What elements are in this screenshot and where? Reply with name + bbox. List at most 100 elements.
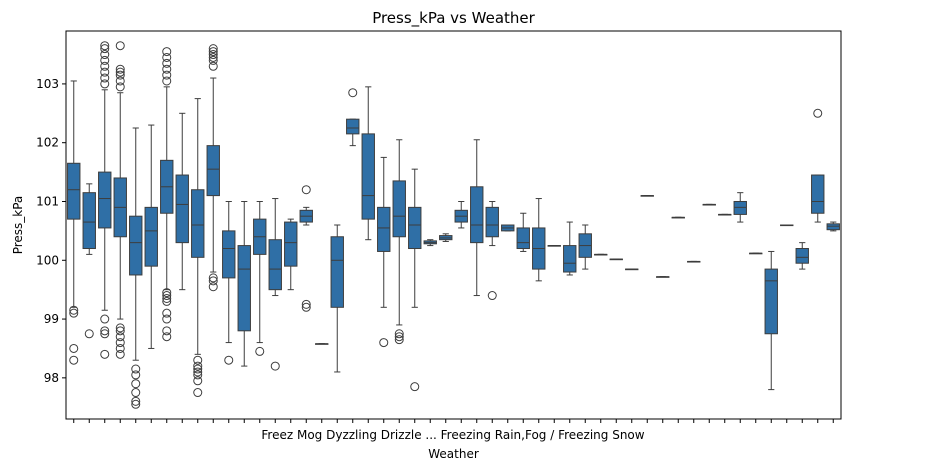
box-category <box>609 258 623 423</box>
box-category <box>516 212 530 423</box>
iqr-box <box>346 118 360 135</box>
box-series <box>67 41 840 423</box>
box-category <box>501 224 515 423</box>
y-tick-label: 101 <box>36 194 59 208</box>
outlier-point <box>131 399 141 409</box>
box-category <box>578 224 592 423</box>
box-category <box>191 98 205 423</box>
box-category <box>749 252 763 423</box>
box-category <box>671 216 685 423</box>
box-category <box>377 156 391 423</box>
chart-title: Press_kPa vs Weather <box>372 9 535 28</box>
outlier-point <box>162 308 172 318</box>
box-category <box>237 200 251 423</box>
outlier-point <box>208 55 218 65</box>
iqr-box <box>175 174 189 244</box>
iqr-box <box>795 248 809 264</box>
box-category <box>144 124 158 423</box>
iqr-box <box>222 230 236 279</box>
box-category <box>113 41 127 423</box>
box-category <box>563 221 577 423</box>
iqr-box <box>811 174 825 214</box>
outlier-point <box>162 58 172 68</box>
outlier-point <box>162 52 172 62</box>
outlier-point <box>487 291 497 301</box>
box-category <box>795 242 809 423</box>
x-tick-labels-overlapping: Freez Mog Dyzzling Drizzle ... Freezing … <box>261 428 644 442</box>
iqr-box <box>826 223 840 231</box>
outlier-point <box>301 299 311 309</box>
box-category <box>315 343 329 423</box>
box-category <box>547 245 561 423</box>
outlier-point <box>162 64 172 74</box>
box-category <box>361 86 375 423</box>
iqr-box <box>764 268 778 335</box>
outlier-point <box>115 343 125 353</box>
outlier-point <box>162 293 172 303</box>
outlier-point <box>84 329 94 339</box>
outlier-point <box>115 41 125 51</box>
box-category <box>175 112 189 423</box>
outlier-point <box>115 332 125 342</box>
outlier-point <box>270 361 280 371</box>
outlier-point <box>100 349 110 359</box>
outlier-point <box>162 314 172 324</box>
y-tick-label: 99 <box>44 312 59 326</box>
iqr-box <box>237 245 251 332</box>
iqr-box <box>408 206 422 250</box>
box-category <box>811 108 825 423</box>
outlier-point <box>162 47 172 57</box>
iqr-box <box>485 206 499 238</box>
iqr-box <box>330 236 344 308</box>
outlier-point <box>69 343 79 353</box>
iqr-box <box>284 221 298 267</box>
outlier-point <box>100 50 110 60</box>
x-axis-label: Weather <box>428 447 479 461</box>
box-category <box>594 253 608 423</box>
box-category <box>346 88 360 423</box>
outlier-point <box>100 329 110 339</box>
outlier-point <box>193 361 203 371</box>
box-category <box>98 41 112 423</box>
box-category <box>222 200 236 423</box>
outlier-point <box>162 76 172 86</box>
y-tick-label: 100 <box>36 253 59 267</box>
y-tick-label: 103 <box>36 77 59 91</box>
iqr-box <box>98 171 112 229</box>
outlier-point <box>162 70 172 80</box>
outlier-point <box>115 76 125 86</box>
box-category <box>284 218 298 423</box>
outlier-point <box>131 370 141 380</box>
box-category <box>780 224 794 423</box>
box-category <box>408 168 422 423</box>
box-category <box>160 47 174 423</box>
outlier-point <box>100 67 110 77</box>
outlier-point <box>208 44 218 54</box>
iqr-box <box>361 133 375 220</box>
outlier-point <box>100 73 110 83</box>
box-category <box>687 260 701 423</box>
outlier-point <box>208 276 218 286</box>
box-category <box>470 139 484 423</box>
outlier-point <box>100 61 110 71</box>
outlier-point <box>193 370 203 380</box>
box-category <box>718 213 732 423</box>
box-category <box>82 183 96 423</box>
outlier-point <box>162 332 172 342</box>
box-category <box>454 200 468 423</box>
box-category <box>733 192 747 423</box>
outlier-point <box>394 335 404 345</box>
iqr-box <box>191 189 205 258</box>
outlier-point <box>193 376 203 386</box>
outlier-point <box>208 282 218 292</box>
box-category <box>423 239 437 423</box>
outlier-point <box>193 355 203 365</box>
outlier-point <box>69 305 79 315</box>
outlier-point <box>131 379 141 389</box>
outlier-point <box>131 396 141 406</box>
outlier-point <box>193 367 203 377</box>
box-category <box>640 195 654 423</box>
outlier-point <box>394 332 404 342</box>
box-category <box>330 224 344 423</box>
